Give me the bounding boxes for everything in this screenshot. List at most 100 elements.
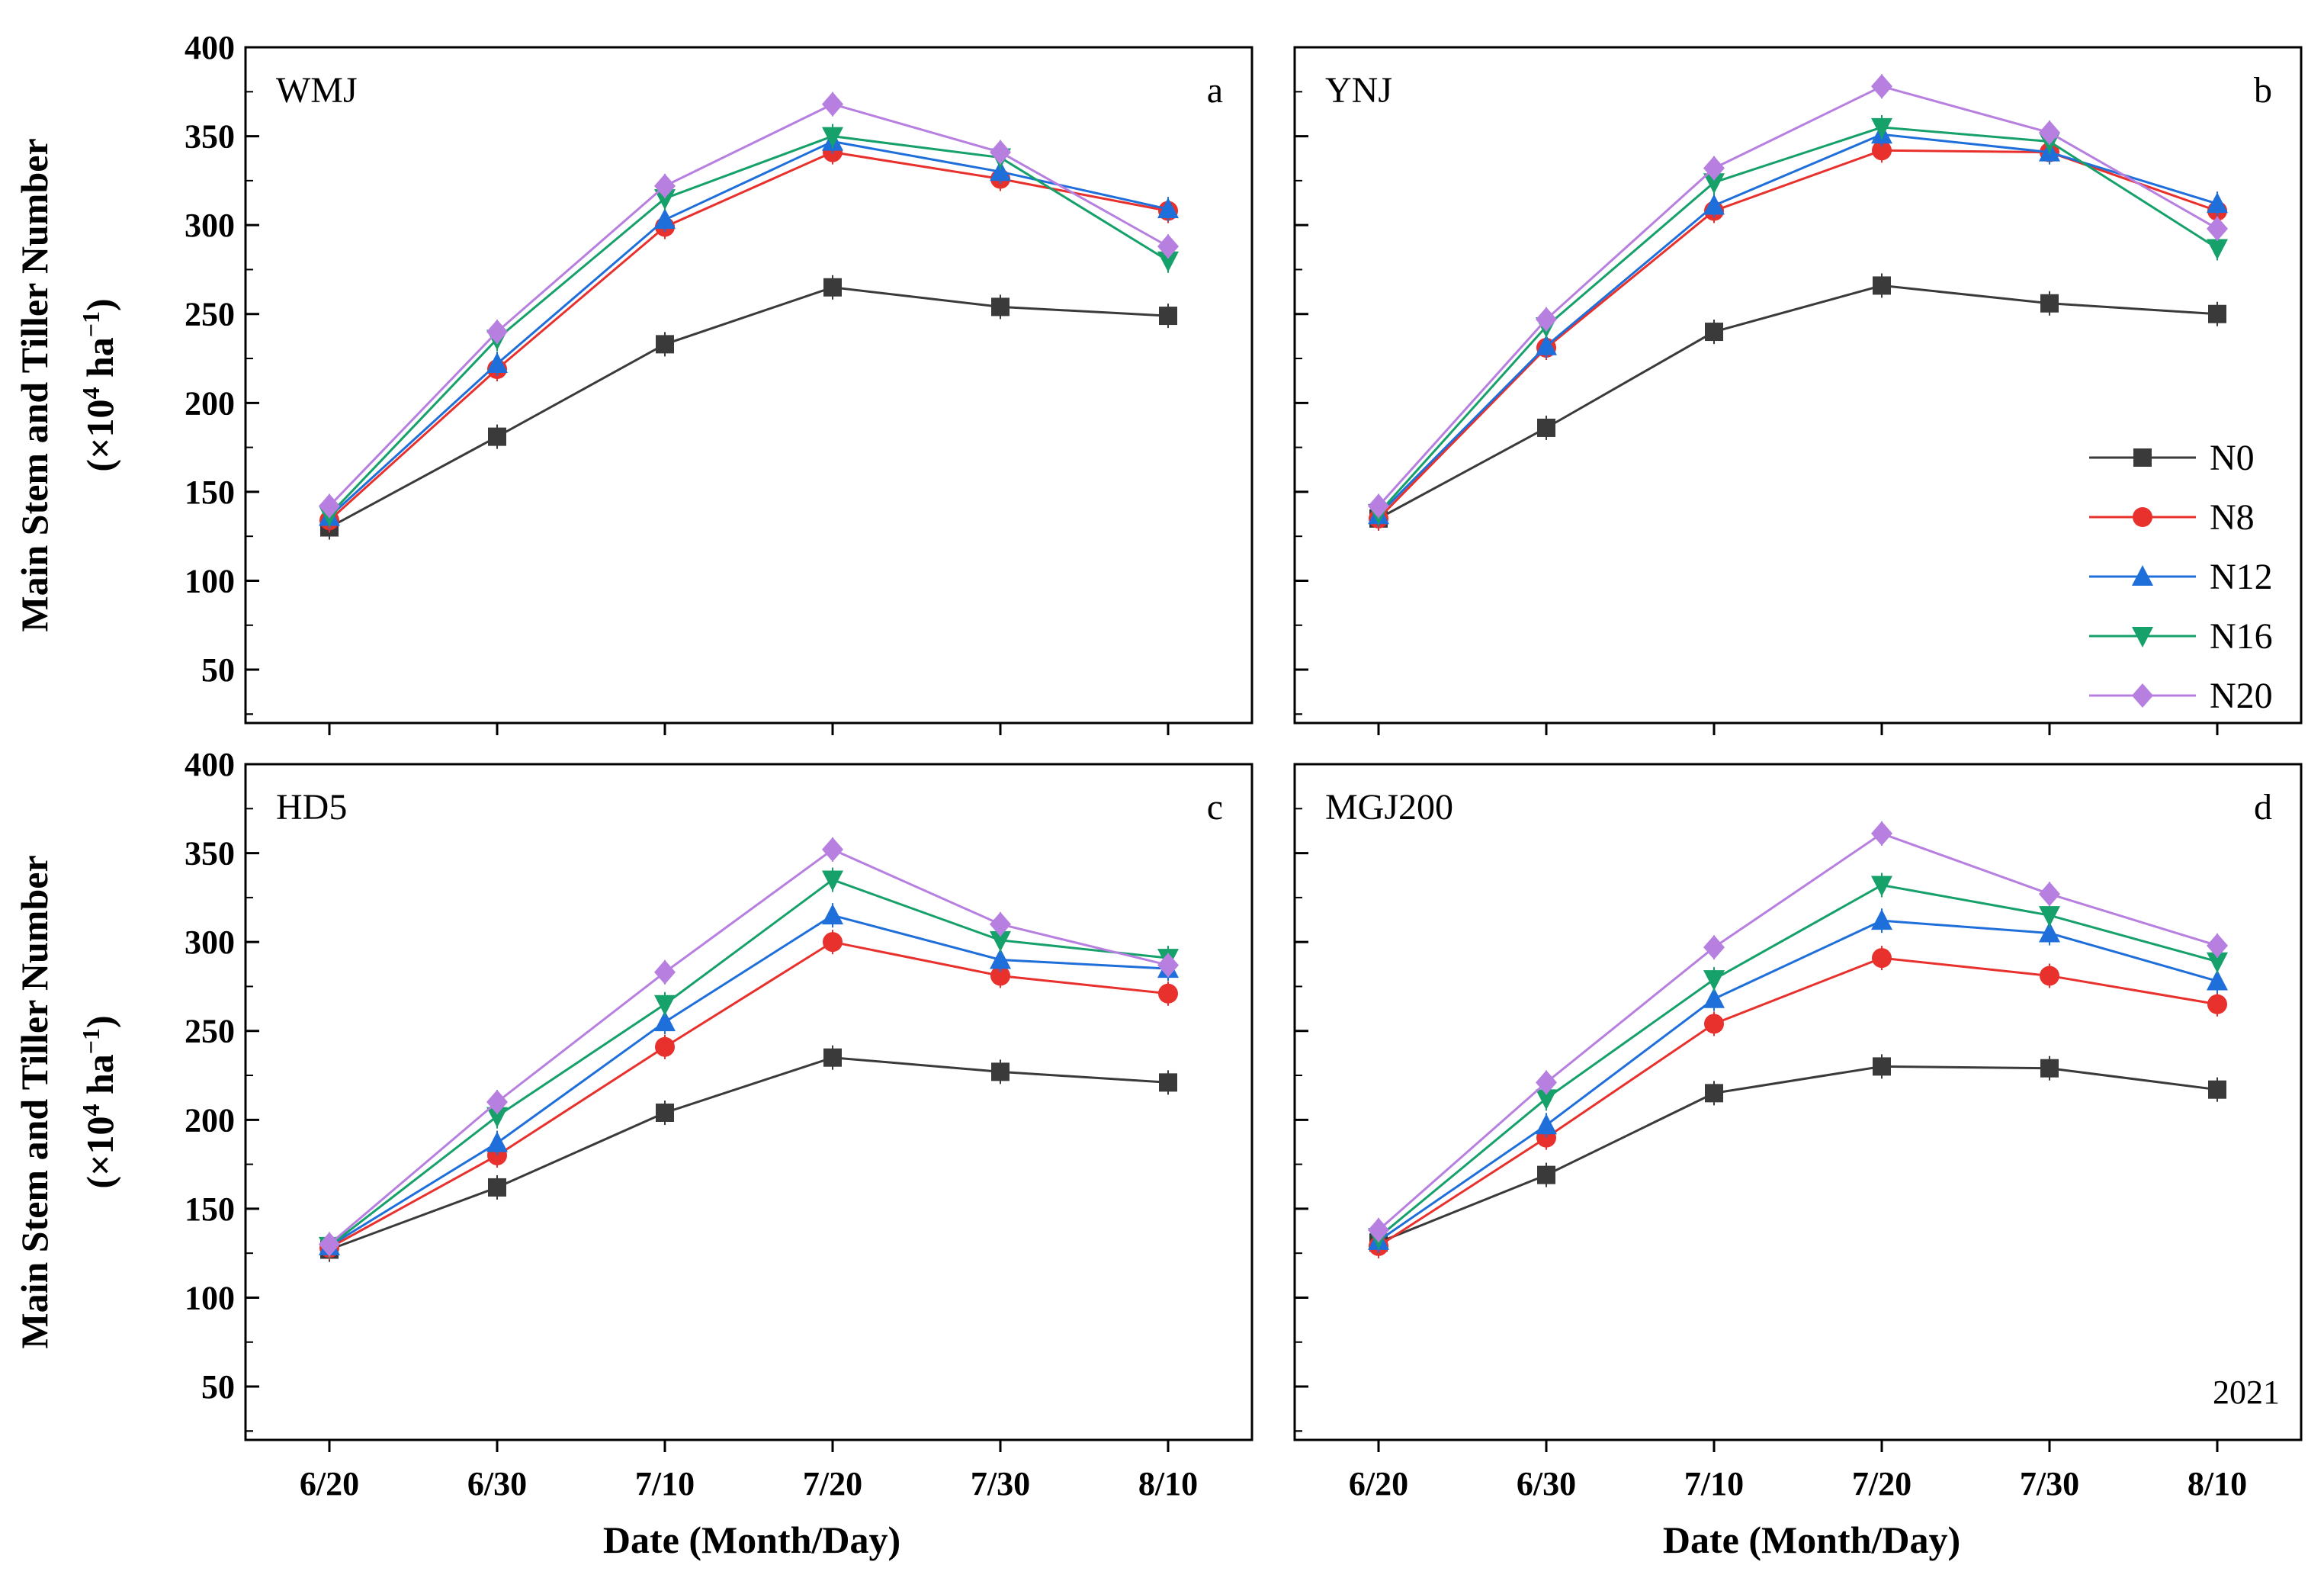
y-tick-label: 300 bbox=[185, 924, 235, 961]
legend-label: N16 bbox=[2210, 616, 2273, 657]
legend-marker bbox=[2133, 448, 2152, 467]
series-N16-c bbox=[319, 867, 1179, 1258]
series-N8-b bbox=[1369, 138, 2227, 531]
data-point bbox=[2208, 1080, 2226, 1099]
y-tick-label: 200 bbox=[185, 384, 235, 422]
y-axis-title-top-line1: Main Stem and Tiller Number bbox=[13, 138, 56, 631]
legend-label: N20 bbox=[2210, 676, 2273, 716]
data-point bbox=[488, 427, 506, 446]
x-tick-label: 7/10 bbox=[1684, 1465, 1744, 1502]
data-point bbox=[990, 966, 1010, 986]
panel-frame-d bbox=[1293, 763, 2303, 1441]
data-point bbox=[1368, 493, 1389, 519]
data-point bbox=[990, 911, 1011, 937]
panel-letter-c: c bbox=[1207, 787, 1223, 827]
series-line bbox=[328, 140, 1169, 518]
data-point bbox=[822, 127, 843, 148]
series-line bbox=[1378, 956, 2218, 1248]
panel-frame-a bbox=[244, 46, 1253, 725]
data-point bbox=[1157, 251, 1179, 272]
data-point bbox=[1871, 74, 1892, 99]
data-point bbox=[823, 1048, 842, 1067]
data-point bbox=[1536, 1070, 1557, 1095]
data-point bbox=[823, 932, 843, 953]
data-point bbox=[991, 1062, 1010, 1081]
data-point bbox=[654, 208, 676, 230]
panel-name-a: WMJ bbox=[276, 70, 358, 111]
x-tick-label: 6/30 bbox=[1517, 1465, 1576, 1502]
data-point bbox=[654, 995, 676, 1016]
series-line bbox=[1377, 126, 2218, 514]
series-line bbox=[1378, 883, 2218, 1239]
series-line bbox=[1378, 284, 2218, 520]
panel-c: 50 100 150 200 250 300 350 400 6/20 6/30 7/10 7/20 7… bbox=[185, 746, 1253, 1502]
series-line bbox=[329, 940, 1169, 1249]
panel-name-b: YNJ bbox=[1325, 70, 1392, 111]
series-N12-d bbox=[1368, 908, 2228, 1253]
legend-item-N8: N8 bbox=[2089, 497, 2255, 538]
y-tick-label: 150 bbox=[185, 1191, 235, 1228]
data-point bbox=[488, 1178, 506, 1197]
data-point bbox=[990, 160, 1011, 182]
data-point bbox=[655, 1036, 675, 1057]
data-point bbox=[2207, 192, 2228, 214]
data-point bbox=[1537, 1165, 1555, 1184]
data-point bbox=[1872, 948, 1892, 969]
panel-name-c: HD5 bbox=[276, 787, 347, 827]
panel-b: YNJ b bbox=[1293, 46, 2303, 735]
series-N16-b bbox=[1368, 114, 2228, 525]
data-point bbox=[656, 1103, 674, 1122]
series-line bbox=[328, 151, 1169, 522]
data-point bbox=[990, 948, 1011, 969]
data-point bbox=[486, 320, 508, 345]
x-tick-label: 7/20 bbox=[803, 1465, 862, 1502]
data-point bbox=[1871, 117, 1892, 139]
y-tick-label: 100 bbox=[185, 1279, 235, 1316]
data-point bbox=[486, 1131, 508, 1152]
data-point bbox=[822, 870, 843, 892]
series-line bbox=[328, 135, 1169, 516]
panels-layer: 50 100 150 200 250 300 350 400 WMJ a YNJ b 50 100 150 2… bbox=[185, 29, 2303, 1502]
data-point bbox=[2039, 921, 2060, 943]
x-tick-label: 6/20 bbox=[1349, 1465, 1408, 1502]
series-line bbox=[329, 286, 1169, 529]
data-point bbox=[990, 930, 1011, 952]
series-line bbox=[329, 1056, 1169, 1251]
y-tick-label: 50 bbox=[201, 651, 235, 689]
data-point bbox=[1871, 876, 1892, 897]
y-tick-label: 350 bbox=[185, 118, 235, 156]
data-point bbox=[656, 335, 674, 354]
series-N20-b bbox=[1368, 74, 2228, 519]
data-point bbox=[2207, 216, 2228, 241]
data-point bbox=[1159, 1073, 1177, 1092]
data-point bbox=[486, 1107, 508, 1128]
data-point bbox=[2208, 304, 2226, 323]
series-line bbox=[1377, 149, 2218, 519]
legend-item-N20: N20 bbox=[2089, 676, 2273, 716]
data-point bbox=[1871, 909, 1892, 930]
legend-marker bbox=[2132, 565, 2153, 586]
x-axis-title-left: Date (Month/Day) bbox=[603, 1518, 900, 1561]
series-line bbox=[329, 914, 1169, 1248]
y-tick-label: 400 bbox=[185, 746, 235, 783]
x-tick-label: 8/10 bbox=[2188, 1465, 2247, 1502]
data-point bbox=[319, 493, 340, 519]
data-point bbox=[2207, 969, 2228, 991]
legend-marker bbox=[2132, 627, 2153, 648]
data-point bbox=[1159, 307, 1177, 326]
data-point bbox=[1536, 1089, 1557, 1110]
data-point bbox=[1704, 1014, 1724, 1034]
panel-letter-d: d bbox=[2254, 787, 2272, 827]
data-point bbox=[1871, 821, 1892, 846]
legend-item-N0: N0 bbox=[2089, 438, 2255, 478]
legend-item-N16: N16 bbox=[2089, 616, 2273, 657]
year-label: 2021 bbox=[2213, 1374, 2280, 1411]
legend: N0 N8 N12 N16 N20 bbox=[2089, 438, 2273, 716]
legend-marker bbox=[2133, 507, 2152, 527]
series-N0-c bbox=[320, 1045, 1177, 1262]
x-axis-title-right: Date (Month/Day) bbox=[1663, 1518, 1960, 1561]
data-point bbox=[654, 173, 676, 198]
series-N8-d bbox=[1369, 946, 2227, 1258]
data-point bbox=[1157, 198, 1179, 219]
